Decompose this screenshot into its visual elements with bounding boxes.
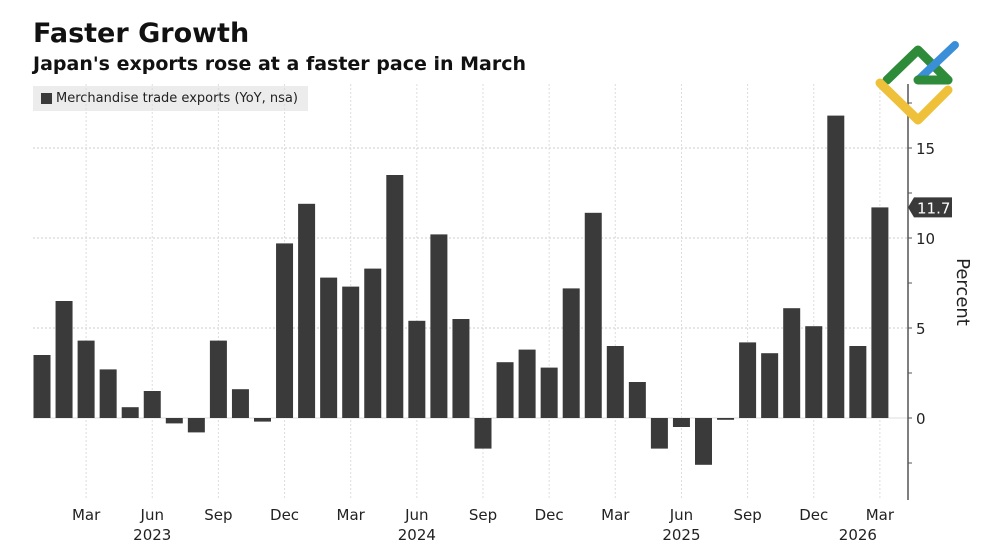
bar-apr-2023 xyxy=(99,369,117,418)
x-tick-label: Dec xyxy=(799,506,828,524)
x-tick-label: Sep xyxy=(733,506,761,524)
bar-aug-2023 xyxy=(187,418,205,433)
bar-jun-2025 xyxy=(672,418,690,427)
bar-feb-2023 xyxy=(55,301,73,418)
chart-title: Faster Growth xyxy=(33,18,250,49)
legend-swatch xyxy=(41,93,52,104)
bar-oct-2023 xyxy=(231,389,249,418)
x-year-label: 2024 xyxy=(398,526,436,544)
logo xyxy=(875,41,959,125)
bar-dec-2023 xyxy=(276,243,294,418)
last-value-label: 11.7 xyxy=(917,199,950,217)
x-tick-label: Jun xyxy=(669,506,693,524)
bar-jan-2023 xyxy=(33,355,51,418)
bar-jul-2025 xyxy=(695,418,712,465)
x-year-label: 2026 xyxy=(839,526,877,544)
legend-label: Merchandise trade exports (YoY, nsa) xyxy=(56,91,298,106)
bar-jul-2023 xyxy=(165,418,183,424)
y-tick-label: 5 xyxy=(916,320,926,338)
x-tick-label: Mar xyxy=(72,506,101,524)
x-tick-label: Jun xyxy=(140,506,164,524)
x-tick-label: Mar xyxy=(866,506,895,524)
legend: Merchandise trade exports (YoY, nsa) xyxy=(33,86,308,111)
bar-may-2023 xyxy=(121,407,139,418)
bar-mar-2024 xyxy=(342,286,360,418)
bar-feb-2026 xyxy=(849,346,867,418)
bar-jun-2023 xyxy=(143,391,161,418)
bar-nov-2023 xyxy=(254,418,271,422)
y-tick-label: 0 xyxy=(916,410,926,428)
x-tick-label: Mar xyxy=(337,506,366,524)
chart-subtitle: Japan's exports rose at a faster pace in… xyxy=(33,53,527,75)
bar-aug-2024 xyxy=(452,319,470,418)
bar-jul-2024 xyxy=(430,234,448,418)
x-tick-label: Mar xyxy=(601,506,630,524)
x-tick-label: Dec xyxy=(270,506,299,524)
bar-dec-2024 xyxy=(540,367,558,418)
bar-oct-2025 xyxy=(761,353,779,418)
bar-mar-2025 xyxy=(606,346,624,418)
bar-apr-2024 xyxy=(364,268,382,418)
y-tick-label: 10 xyxy=(916,230,935,248)
bar-nov-2025 xyxy=(783,308,801,418)
bar-apr-2025 xyxy=(628,382,646,418)
bar-sep-2024 xyxy=(474,418,492,449)
x-tick-label: Jun xyxy=(404,506,428,524)
bar-nov-2024 xyxy=(518,349,536,418)
bar-sep-2023 xyxy=(209,340,227,418)
x-year-label: 2023 xyxy=(133,526,171,544)
x-tick-label: Sep xyxy=(469,506,497,524)
y-axis-title: Percent xyxy=(952,258,973,326)
x-tick-label: Sep xyxy=(204,506,232,524)
bar-may-2025 xyxy=(650,418,668,449)
bar-jan-2026 xyxy=(827,115,845,418)
bar-aug-2025 xyxy=(717,418,735,420)
bar-sep-2025 xyxy=(739,342,757,418)
bar-oct-2024 xyxy=(496,362,514,418)
bar-jun-2024 xyxy=(408,320,426,418)
y-tick-label: 15 xyxy=(916,140,935,158)
x-tick-label: Dec xyxy=(535,506,564,524)
x-year-label: 2025 xyxy=(662,526,700,544)
bar-feb-2024 xyxy=(320,277,338,418)
bar-feb-2025 xyxy=(584,212,602,418)
bar-mar-2026 xyxy=(871,207,889,418)
bar-dec-2025 xyxy=(805,326,823,418)
bar-may-2024 xyxy=(386,175,404,418)
bar-jan-2024 xyxy=(298,203,316,418)
last-value-tag xyxy=(908,197,952,218)
bar-jan-2025 xyxy=(562,288,580,418)
bar-mar-2023 xyxy=(77,340,95,418)
